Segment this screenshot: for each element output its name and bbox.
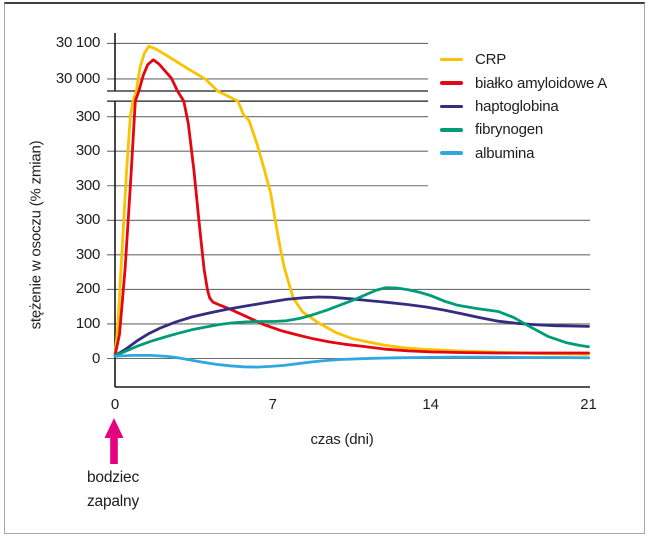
- legend-item-haptoglobin: haptoglobina: [440, 95, 607, 118]
- y-tick-label: 200: [75, 280, 100, 298]
- x-tick-label: 7: [268, 396, 278, 413]
- legend-label-fibrinogen: fibrynogen: [475, 121, 544, 139]
- y-tick-label: 300: [75, 142, 100, 160]
- inflammatory-stimulus-arrow: [104, 418, 124, 464]
- x-tick-label: 0: [110, 396, 120, 413]
- legend-item-fibrinogen: fibrynogen: [440, 118, 607, 141]
- legend-item-albumin: albumina: [440, 142, 607, 165]
- series-line-albumin: [113, 354, 590, 369]
- y-tick-label: 0: [91, 349, 100, 367]
- legend-label-saa: białko amyloidowe A: [475, 74, 608, 92]
- y-tick-label: 30 100: [55, 34, 100, 52]
- legend-item-saa: białko amyloidowe A: [440, 71, 607, 94]
- y-tick-label: 300: [75, 245, 100, 263]
- legend-swatch-albumin: [440, 151, 463, 156]
- series-line-crp: [113, 44, 590, 358]
- inflammatory-stimulus-label: bodziec zapalny: [87, 469, 140, 510]
- legend-label-crp: CRP: [475, 51, 507, 69]
- y-tick-label: 300: [75, 211, 100, 229]
- x-tick-label: 21: [580, 396, 597, 413]
- legend: CRP białko amyloidowe A haptoglobina fibryn…: [440, 48, 607, 165]
- series-line-fibrinogen: [113, 286, 590, 358]
- y-tick-label: 30 000: [55, 69, 100, 87]
- y-tick-label: 300: [75, 176, 100, 194]
- series-line-haptoglobin: [113, 295, 590, 358]
- legend-swatch-fibrinogen: [440, 128, 463, 132]
- legend-label-haptoglobin: haptoglobina: [475, 97, 559, 115]
- x-axis-title: czas (dni): [310, 431, 374, 448]
- axes: [114, 33, 590, 388]
- y-tick-label: 100: [75, 314, 100, 332]
- x-tick-label: 14: [422, 396, 440, 413]
- y-tick-label: 300: [75, 107, 100, 125]
- legend-item-crp: CRP: [440, 48, 607, 71]
- y-axis-title: stężenie w osoczu (% zmian): [27, 140, 45, 330]
- legend-swatch-crp: [440, 57, 463, 62]
- series-line-saa: [113, 58, 590, 358]
- legend-label-albumin: albumina: [475, 144, 535, 162]
- legend-swatch-saa: [440, 81, 463, 85]
- legend-swatch-haptoglobin: [440, 104, 463, 109]
